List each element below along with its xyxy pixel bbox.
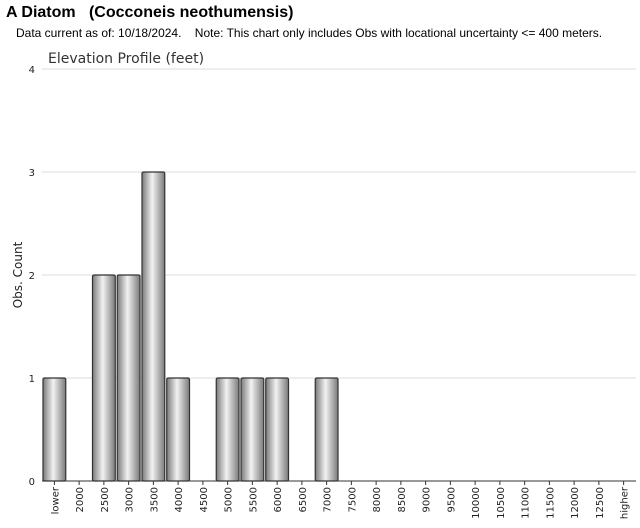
x-tick-label: 6500	[298, 487, 309, 512]
bar	[91, 274, 116, 482]
data-note: Data current as of: 10/18/2024. Note: Th…	[16, 26, 603, 40]
grid-lines	[42, 68, 636, 379]
bar	[240, 377, 265, 482]
x-tick-label: 4500	[199, 487, 210, 512]
x-tick-label: higher	[620, 486, 631, 519]
x-tick-label: 7500	[347, 487, 358, 512]
x-tick-label: 10000	[471, 487, 482, 519]
x-tick-label: 2500	[100, 487, 111, 512]
x-tick-label: 5000	[224, 487, 235, 512]
axes: 0 1 2 3 4 lower 2000 2500 3000 3500 4000 4500 5000 55…	[29, 65, 636, 519]
x-tick-label: 6000	[273, 487, 284, 512]
x-tick-label: 4000	[174, 487, 185, 512]
bar	[314, 377, 339, 482]
bar	[116, 274, 141, 482]
x-tick-label: 8000	[372, 487, 383, 512]
x-tick-label: 11500	[545, 487, 556, 519]
bars	[42, 171, 339, 482]
x-tick-label: lower	[50, 486, 61, 514]
bar	[166, 377, 191, 482]
y-tick-label: 1	[29, 374, 35, 385]
x-tick-label: 9500	[446, 487, 457, 512]
x-tick-label: 12500	[595, 487, 606, 519]
y-tick-label: 3	[29, 168, 35, 179]
x-tick-label: 12000	[570, 487, 581, 519]
y-tick-label: 0	[29, 477, 35, 488]
x-tick-label: 10500	[496, 487, 507, 519]
bar	[265, 377, 290, 482]
x-tick-label: 3000	[125, 487, 136, 512]
bar	[215, 377, 240, 482]
y-tick-label: 4	[29, 65, 35, 76]
bar	[141, 171, 166, 482]
x-tick-label: 11000	[521, 487, 532, 519]
x-tick-label: 7000	[323, 487, 334, 512]
x-tick-label: 9000	[422, 487, 433, 512]
bar	[42, 377, 67, 482]
chart-title: Elevation Profile (feet)	[48, 51, 204, 67]
x-tick-label: 2000	[75, 487, 86, 512]
x-tick-label: 8500	[397, 487, 408, 512]
y-tick-label: 2	[29, 271, 35, 282]
x-tick-label: 3500	[149, 487, 160, 512]
y-axis-label: Obs. Count	[11, 241, 25, 308]
page-title: A Diatom (Cocconeis neothumensis)	[6, 4, 294, 21]
x-tick-label: 5500	[248, 487, 259, 512]
